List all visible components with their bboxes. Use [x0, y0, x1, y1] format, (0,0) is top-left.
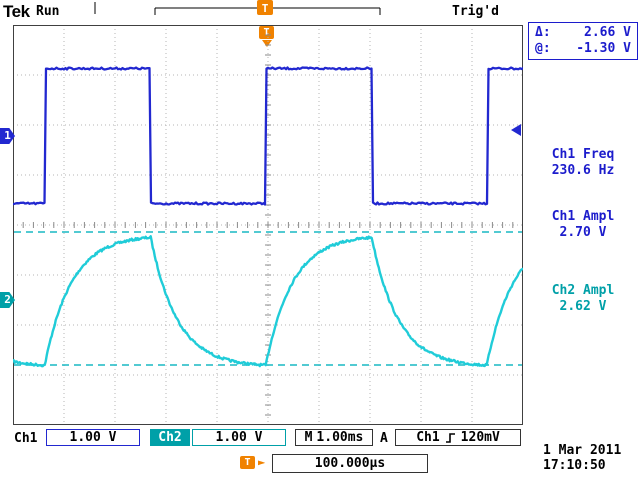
- ch2-ground-marker: 2: [0, 292, 15, 308]
- cursor-delta-row: Δ: 2.66 V: [535, 25, 631, 40]
- measurement-ch1-ampl: Ch1 Ampl 2.70 V: [551, 209, 615, 240]
- ch1-label: Ch1: [14, 431, 38, 446]
- measurement-ch2-ampl: Ch2 Ampl 2.62 V: [551, 283, 615, 314]
- acquisition-status: Run: [36, 4, 60, 19]
- graticule: [13, 25, 523, 425]
- trigger-readout: Ch1 120mV: [395, 429, 521, 446]
- record-view-bracket: T: [94, 0, 381, 15]
- trigger-delay-readout: 100.000µs: [272, 454, 428, 473]
- trigger-status: Trig'd: [452, 4, 499, 19]
- timebase-readout: M 1.00ms: [295, 429, 373, 446]
- measurement-ch1-freq: Ch1 Freq 230.6 Hz: [551, 147, 615, 178]
- cursor-readout-box: Δ: 2.66 V @: -1.30 V: [528, 22, 638, 60]
- trigger-position-marker-top: T: [262, 2, 269, 15]
- time-readout: 17:10:50: [543, 458, 606, 473]
- tek-logo: Tek: [3, 2, 30, 21]
- at-icon: @:: [535, 41, 551, 56]
- cursor-at-row: @: -1.30 V: [535, 41, 631, 56]
- ch1-ground-marker: 1: [0, 128, 15, 144]
- arrow-right-icon: ►: [258, 455, 266, 469]
- trigger-delay-icon: T: [240, 456, 255, 469]
- trigger-mode-label: A: [380, 431, 388, 446]
- trigger-level-marker-icon: [511, 124, 521, 136]
- date-readout: 1 Mar 2011: [543, 443, 622, 458]
- rising-edge-icon: [445, 432, 455, 443]
- trigger-position-arrow-icon: [262, 40, 272, 47]
- trigger-position-marker: T: [259, 26, 274, 39]
- ch2-label: Ch2: [150, 429, 190, 446]
- ch2-scale-readout: 1.00 V: [192, 429, 286, 446]
- delta-icon: Δ:: [535, 25, 551, 40]
- ch1-scale-readout: 1.00 V: [46, 429, 140, 446]
